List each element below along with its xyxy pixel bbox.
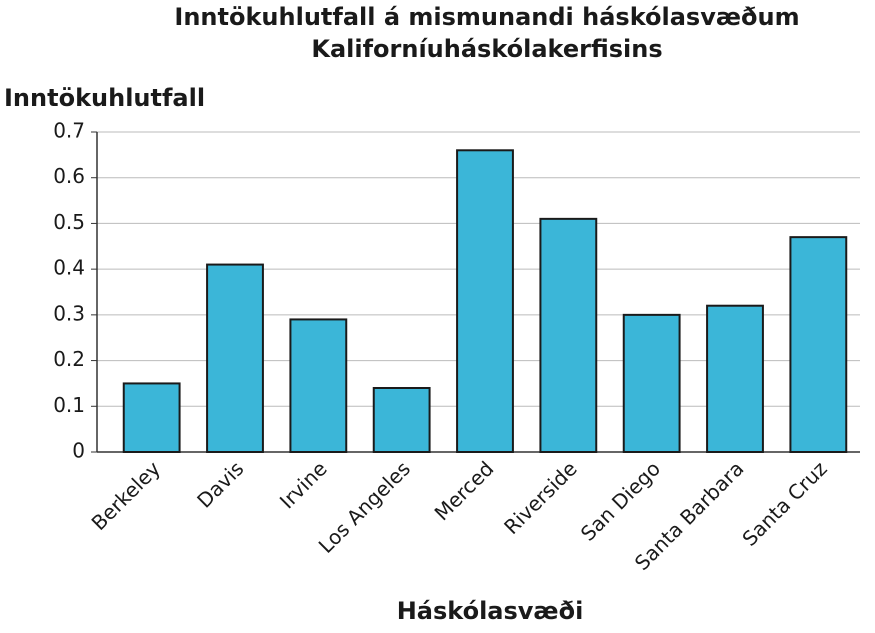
bar [122, 382, 181, 453]
bar [372, 387, 431, 453]
x-tick-label: Santa Cruz [737, 456, 831, 550]
y-tick-label: 0.1 [53, 393, 85, 417]
bar [289, 318, 348, 453]
x-tick-label: Irvine [275, 456, 332, 513]
x-tick-label: Davis [192, 456, 248, 512]
x-tick-label: Riverside [499, 456, 582, 539]
x-tick-label: Merced [430, 456, 499, 525]
y-axis-label: Inntökuhlutfall [4, 84, 205, 112]
y-tick-label: 0.4 [53, 256, 85, 280]
y-tick-label: 0 [72, 439, 85, 463]
chart-title: Inntökuhlutfall á mismunandi háskólasvæð… [174, 3, 799, 31]
bar [539, 217, 598, 453]
bar [706, 304, 764, 454]
y-tick-label: 0.7 [53, 119, 85, 143]
bar [622, 313, 681, 453]
chart-title: Kaliforníuháskólakerfisins [311, 35, 662, 63]
bar [206, 263, 264, 454]
x-tick-label: San Diego [576, 456, 665, 545]
bar [789, 236, 848, 453]
bar [456, 149, 514, 454]
y-tick-label: 0.2 [53, 347, 85, 371]
x-axis-label: Háskólasvæði [397, 597, 584, 625]
y-tick-label: 0.3 [53, 301, 85, 325]
y-tick-label: 0.5 [53, 210, 85, 234]
x-tick-label: Berkeley [87, 456, 166, 535]
y-tick-label: 0.6 [53, 164, 85, 188]
